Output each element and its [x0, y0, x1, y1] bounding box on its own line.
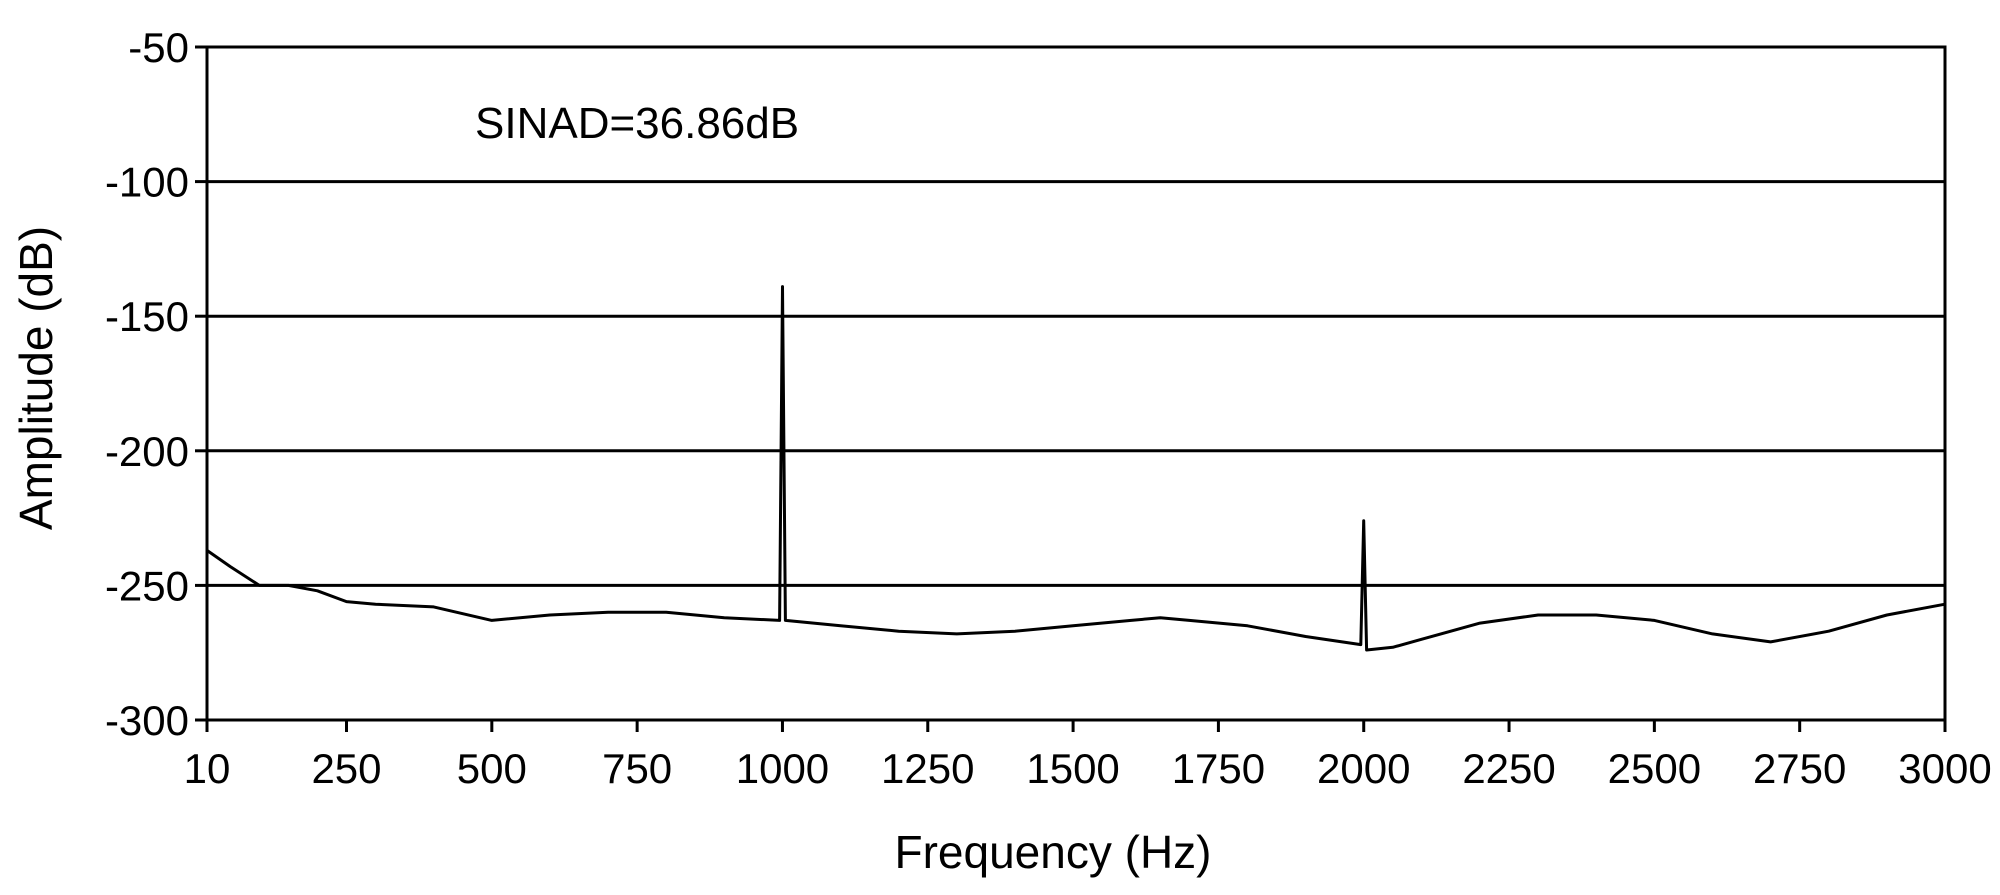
- y-tick-label: -150: [105, 293, 189, 340]
- x-tick-label: 1750: [1172, 745, 1265, 792]
- x-tick-label: 2000: [1317, 745, 1410, 792]
- x-tick-label: 750: [602, 745, 672, 792]
- y-tick-label: -300: [105, 697, 189, 744]
- x-tick-label: 500: [457, 745, 527, 792]
- y-tick-label: -250: [105, 562, 189, 609]
- sinad-annotation: SINAD=36.86dB: [475, 99, 799, 148]
- y-tick-label: -100: [105, 159, 189, 206]
- x-tick-label: 2750: [1753, 745, 1846, 792]
- grid-lines: [207, 45, 1945, 722]
- amplitude-series-line: [206, 285, 1946, 652]
- y-axis-label: Amplitude (dB): [10, 226, 62, 530]
- x-tick-label: 1500: [1026, 745, 1119, 792]
- y-tick-label: -200: [105, 428, 189, 475]
- y-axis-ticks: -50 -100 -150 -200 -250 -300: [105, 24, 207, 744]
- x-tick-label: 2250: [1462, 745, 1555, 792]
- plot-area-frame: [205, 45, 1947, 722]
- x-tick-label: 1250: [881, 745, 974, 792]
- x-tick-label: 250: [311, 745, 381, 792]
- x-tick-label: 1000: [736, 745, 829, 792]
- x-axis-ticks: 10 250 500 750 1000 1250 1500 1750 2000 2250 2500 2…: [184, 720, 1992, 792]
- x-axis-label: Frequency (Hz): [895, 826, 1212, 878]
- x-tick-label: 3000: [1898, 745, 1991, 792]
- x-tick-label: 10: [184, 745, 231, 792]
- y-tick-label: -50: [128, 24, 189, 71]
- x-tick-label: 2500: [1608, 745, 1701, 792]
